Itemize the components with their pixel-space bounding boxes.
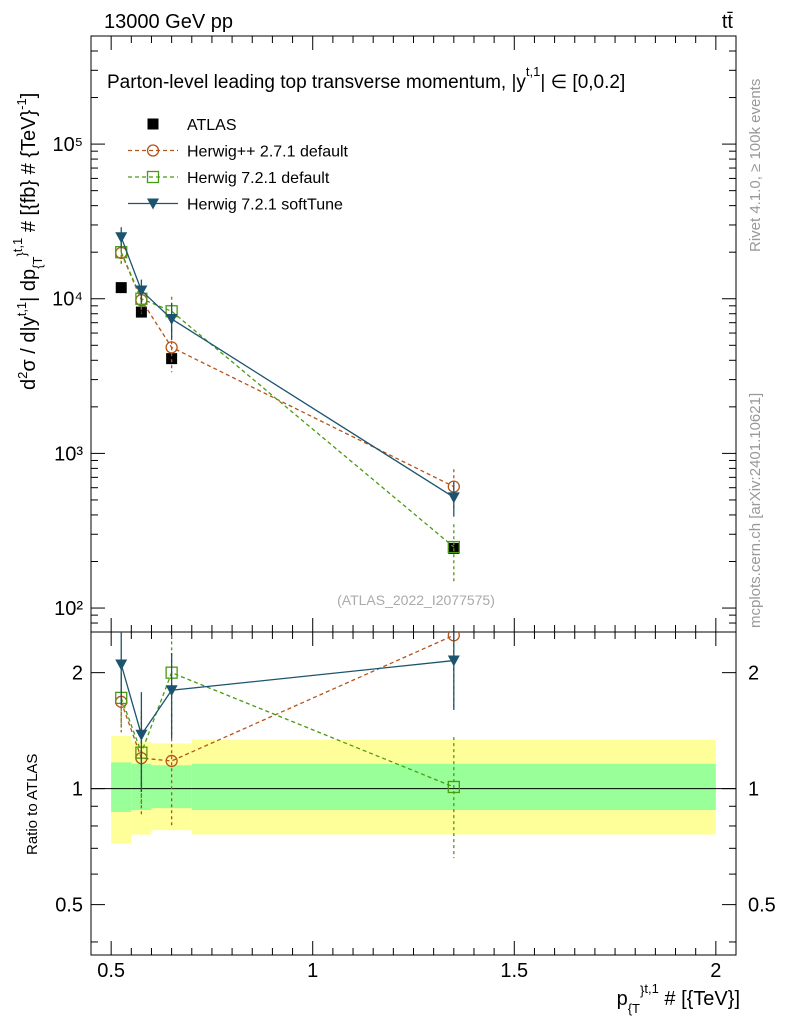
ratio-tick-label-right: 0.5 (748, 895, 776, 917)
legend-marker (147, 198, 159, 210)
main-plot-area (115, 227, 460, 582)
series-line (120, 236, 455, 498)
band-inner (111, 762, 132, 812)
legend: ATLAS Herwig++ 2.7.1 default Herwig 7.2.1 … (128, 117, 349, 214)
ratio-tick-label: 0.5 (55, 895, 83, 917)
x-tick-label: 1 (307, 960, 318, 982)
y-tick-label: 10² (54, 598, 83, 620)
atlas-point (166, 353, 178, 365)
main-panel: 10² 10³ 10⁴ 10⁵ (ATLAS_2022_I2077575) (52, 35, 737, 633)
x-tick-label: 0.5 (97, 960, 125, 982)
ratio-y-ticks: 0.5 0.5 1 1 2 2 (55, 663, 776, 943)
legend-label: Herwig++ 2.7.1 default (187, 144, 349, 161)
y-tick-label: 10³ (54, 443, 83, 465)
ratio-marker (447, 780, 460, 794)
mcplots-label: mcplots.cern.ch [arXiv:2401.10621] (747, 392, 764, 628)
ratio-y-axis-label: Ratio to ATLAS (24, 754, 41, 855)
series-line (120, 252, 455, 488)
chart-title-sup: t,1 (526, 64, 540, 79)
watermark: (ATLAS_2022_I2077575) (337, 592, 495, 608)
x-axis-label: p{T}t,1 # [{TeV}] (617, 981, 740, 1016)
process-label: tt̄ (722, 11, 734, 33)
x-tick-label: 1.5 (500, 960, 528, 982)
main-y-ticks: 10² 10³ 10⁴ 10⁵ (52, 35, 736, 633)
ratio-tick-label-right: 1 (748, 779, 759, 801)
y-tick-label: 10⁴ (52, 289, 83, 311)
atlas-point (115, 282, 127, 294)
series-marker (447, 492, 460, 504)
rivet-label: Rivet 4.1.0, ≥ 100k events (747, 78, 764, 252)
ratio-plot-area (115, 632, 460, 859)
chart-title-main: Parton-level leading top transverse mome… (107, 72, 526, 93)
legend-marker (146, 144, 160, 157)
legend-label: Herwig 7.2.1 default (187, 170, 330, 187)
chart-title-tail: | ∈ [0,0.2] (540, 72, 625, 93)
ratio-marker (447, 655, 460, 667)
legend-marker (147, 118, 159, 130)
main-x-ticks (90, 36, 737, 632)
ratio-tick-label: 1 (72, 779, 83, 801)
legend-label: ATLAS (187, 117, 237, 134)
legend-marker (146, 170, 160, 184)
energy-label: 13000 GeV pp (104, 11, 233, 33)
ratio-marker (165, 685, 178, 697)
ratio-x-ticks: 0.5 1 1.5 2 (90, 632, 737, 982)
ratio-line (120, 659, 454, 737)
ratio-tick-label: 2 (72, 663, 83, 685)
ratio-marker (115, 659, 128, 671)
series-marker (165, 341, 178, 354)
series-marker (135, 285, 148, 297)
ratio-line (120, 634, 455, 762)
x-tick-label: 2 (710, 960, 721, 982)
ratio-uncertainty-band (91, 735, 736, 844)
ratio-marker (165, 754, 178, 768)
series-line (120, 251, 455, 548)
chart-title: Parton-level leading top transverse mome… (107, 64, 625, 93)
ratio-panel: 0.5 0.5 1 1 2 2 0.5 1 1.5 2 (55, 631, 776, 982)
ratio-marker (135, 729, 148, 741)
ratio-tick-label-right: 2 (748, 663, 759, 685)
series-marker (115, 232, 128, 244)
series-marker (447, 540, 460, 554)
y-tick-label: 10⁵ (52, 134, 83, 156)
legend-label: Herwig 7.2.1 softTune (187, 197, 343, 214)
series-marker (165, 313, 178, 325)
y-axis-label: d2σ / d|yt,1| dp{T}t,1 # [{fb} # {TeV}-1… (10, 93, 45, 390)
